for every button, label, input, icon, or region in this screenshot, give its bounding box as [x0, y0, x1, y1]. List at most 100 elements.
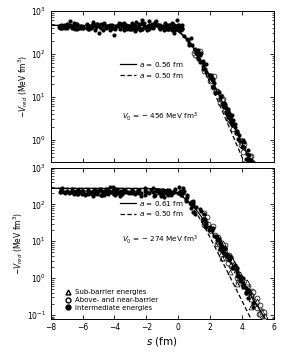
Point: [216, 238, 220, 244]
Point: [76, 188, 80, 194]
Point: [236, 280, 240, 285]
Point: [116, 189, 120, 195]
Point: [59, 187, 63, 193]
Point: [174, 25, 178, 31]
Point: [105, 190, 110, 195]
Point: [130, 190, 134, 196]
Point: [228, 269, 232, 275]
Point: [227, 256, 232, 262]
Point: [79, 23, 84, 28]
Point: [151, 189, 155, 195]
Point: [236, 273, 241, 278]
Point: [262, 311, 266, 316]
Point: [76, 190, 80, 196]
Point: [122, 27, 126, 33]
Point: [172, 26, 176, 32]
Point: [98, 187, 102, 192]
Point: [227, 257, 232, 263]
Point: [88, 189, 93, 194]
Point: [177, 184, 181, 190]
Point: [178, 27, 182, 32]
Point: [193, 52, 197, 58]
Point: [70, 189, 75, 195]
Point: [220, 240, 225, 246]
Point: [203, 221, 208, 226]
Point: [86, 187, 91, 193]
Point: [225, 109, 230, 114]
Point: [246, 289, 251, 295]
Point: [115, 189, 119, 195]
Point: [221, 251, 226, 256]
Point: [201, 63, 206, 69]
Point: [105, 25, 109, 30]
Point: [224, 251, 228, 257]
Point: [95, 21, 100, 27]
Point: [213, 90, 217, 96]
Point: [233, 262, 237, 268]
Point: [178, 25, 183, 30]
Point: [102, 22, 106, 28]
Point: [86, 24, 91, 30]
Point: [137, 21, 142, 27]
Point: [238, 271, 243, 276]
Point: [136, 187, 141, 193]
Point: [122, 188, 127, 194]
Point: [74, 21, 78, 27]
Point: [254, 298, 259, 304]
Point: [221, 252, 226, 257]
Point: [127, 26, 132, 32]
Point: [246, 288, 250, 293]
Point: [197, 206, 202, 212]
Point: [64, 23, 68, 29]
Point: [214, 90, 219, 95]
Point: [203, 216, 208, 222]
Point: [248, 294, 253, 300]
Point: [154, 18, 159, 23]
Point: [208, 74, 213, 80]
Point: [204, 214, 209, 220]
Point: [134, 19, 138, 25]
Point: [78, 25, 83, 31]
Point: [85, 188, 90, 194]
Point: [151, 25, 155, 30]
Point: [214, 88, 219, 94]
Text: $V_0$ = $-$ 274 MeV fm$^3$: $V_0$ = $-$ 274 MeV fm$^3$: [122, 234, 198, 246]
Point: [229, 119, 234, 125]
Point: [147, 24, 152, 30]
Point: [100, 192, 104, 198]
Point: [159, 191, 164, 197]
Point: [235, 129, 239, 134]
Point: [169, 20, 174, 26]
Point: [94, 191, 99, 196]
Point: [217, 236, 221, 242]
Point: [109, 189, 113, 195]
Point: [235, 129, 239, 135]
Point: [201, 217, 205, 222]
Point: [118, 21, 123, 27]
Point: [177, 26, 182, 32]
Point: [151, 25, 155, 31]
Point: [222, 242, 227, 247]
Point: [171, 25, 176, 30]
Point: [187, 42, 191, 48]
Point: [245, 281, 250, 287]
Point: [226, 112, 231, 117]
Point: [112, 191, 116, 197]
Point: [105, 189, 110, 194]
Point: [169, 25, 174, 31]
Point: [123, 22, 128, 28]
Point: [171, 26, 176, 32]
Point: [246, 295, 250, 301]
Point: [75, 22, 80, 28]
Point: [213, 233, 218, 239]
Point: [98, 187, 102, 192]
Point: [57, 25, 61, 30]
Point: [75, 190, 79, 196]
Point: [221, 247, 225, 253]
Point: [132, 22, 136, 28]
Point: [120, 192, 124, 197]
Point: [146, 23, 150, 28]
Point: [235, 273, 239, 279]
Point: [220, 243, 224, 249]
Point: [227, 117, 232, 122]
